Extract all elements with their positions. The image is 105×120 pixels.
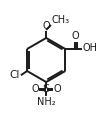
Text: CH₃: CH₃	[51, 15, 69, 25]
Text: OH: OH	[82, 43, 97, 53]
Text: NH₂: NH₂	[37, 97, 56, 107]
Text: S: S	[43, 84, 50, 94]
Text: Cl: Cl	[9, 70, 20, 80]
Text: O: O	[53, 84, 61, 94]
Text: O: O	[72, 31, 79, 41]
Text: O: O	[31, 84, 39, 94]
Text: O: O	[42, 21, 50, 31]
